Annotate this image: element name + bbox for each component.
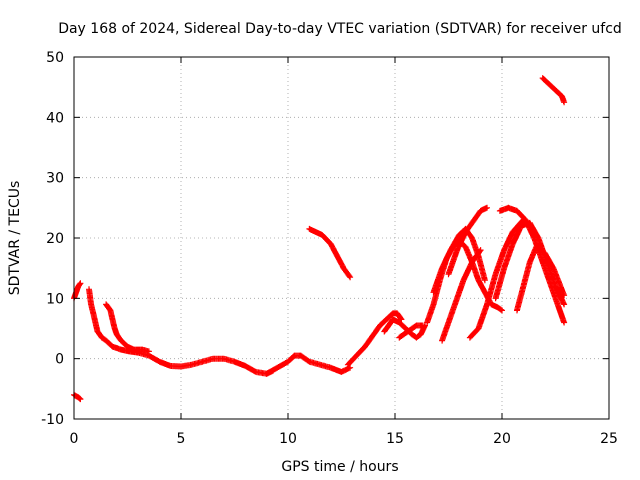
series-arc-m xyxy=(439,247,484,344)
series-markers xyxy=(466,216,527,341)
series-arc-b xyxy=(71,391,84,403)
series-markers xyxy=(439,247,484,344)
grid-lines xyxy=(74,57,609,419)
series-markers xyxy=(71,391,84,403)
y-tick-label: -10 xyxy=(41,412,64,428)
series-arc-g xyxy=(344,310,405,368)
x-tick-label: 5 xyxy=(177,431,186,447)
x-tick-label: 0 xyxy=(70,431,79,447)
x-tick-label: 10 xyxy=(279,431,297,447)
y-tick-label: 0 xyxy=(55,352,64,368)
series-arc-q xyxy=(514,244,568,314)
x-axis-label: GPS time / hours xyxy=(281,459,398,475)
series-markers xyxy=(306,225,354,281)
series-arc-i xyxy=(396,322,426,341)
axis-ticks: 0 5 10 15 20 25 -10 0 10 20 30 40 50 xyxy=(41,50,618,447)
series-arc-l xyxy=(445,204,490,278)
series-arc-f xyxy=(306,225,354,281)
x-tick-label: 15 xyxy=(386,431,404,447)
chart-title: Day 168 of 2024, Sidereal Day-to-day VTE… xyxy=(58,21,622,37)
y-tick-label: 30 xyxy=(46,171,64,187)
y-tick-label: 50 xyxy=(46,50,64,66)
data-points xyxy=(71,75,568,403)
series-markers xyxy=(86,286,276,377)
series-markers xyxy=(539,75,568,106)
x-tick-label: 25 xyxy=(600,431,618,447)
series-arc-n xyxy=(466,216,527,341)
series-markers xyxy=(103,301,152,355)
y-tick-label: 10 xyxy=(46,291,64,307)
series-markers xyxy=(514,244,568,314)
y-tick-label: 20 xyxy=(46,231,64,247)
series-arc-r xyxy=(539,75,568,106)
x-tick-label: 20 xyxy=(493,431,511,447)
series-markers xyxy=(263,352,354,377)
y-axis-label: SDTVAR / TECUs xyxy=(7,181,23,296)
series-arc-d xyxy=(103,301,152,355)
series-arc-c xyxy=(86,286,276,377)
series-markers xyxy=(445,204,490,278)
series-markers xyxy=(396,322,426,341)
series-markers xyxy=(344,310,405,368)
series-arc-e xyxy=(263,352,354,377)
y-tick-label: 40 xyxy=(46,110,64,126)
